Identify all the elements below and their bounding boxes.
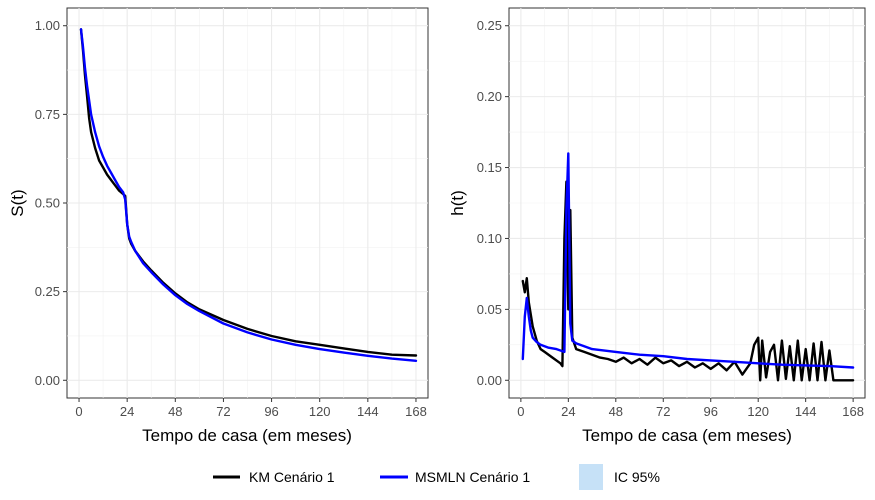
x-tick-label: 96 (264, 404, 278, 419)
legend-msmln-label: MSMLN Cenário 1 (415, 469, 530, 485)
x-tick-label: 120 (309, 404, 331, 419)
x-tick-label: 168 (405, 404, 427, 419)
survival-grid (67, 8, 428, 398)
survival-series (79, 28, 418, 362)
survival-panel: 0 24 48 72 96 120 144 168 0.000.250.500.751.00 … (8, 7, 429, 445)
legend-km-label: KM Cenário 1 (249, 469, 335, 485)
y-tick-label: 0.00 (35, 373, 60, 388)
legend-ic-swatch (579, 464, 603, 490)
legend: KM Cenário 1 MSMLN Cenário 1 IC 95% (213, 464, 660, 490)
survival-x-ticks: 0 24 48 72 96 120 144 168 (75, 398, 427, 419)
x-tick-label: 0 (75, 404, 82, 419)
hazard-series (521, 152, 855, 382)
x-tick-label: 96 (703, 404, 717, 419)
x-tick-label: 144 (795, 404, 817, 419)
x-tick-label: 72 (216, 404, 230, 419)
y-tick-label: 0.00 (477, 373, 502, 388)
x-tick-label: 24 (120, 404, 134, 419)
hazard-y-axis-title: h(t) (448, 190, 467, 216)
survival-series-msmln-line (79, 28, 418, 362)
hazard-x-axis-title: Tempo de casa (em meses) (582, 426, 792, 445)
y-tick-label: 0.15 (477, 160, 502, 175)
y-tick-label: 0.25 (477, 18, 502, 33)
hazard-series-km-line (521, 180, 855, 382)
survival-y-axis-title: S(t) (8, 189, 27, 216)
x-tick-label: 144 (357, 404, 379, 419)
x-tick-label: 72 (656, 404, 670, 419)
hazard-y-ticks: 0.00 0.05 0.10 0.15 0.20 0.25 (477, 18, 509, 388)
y-tick-label: 0.50 (35, 196, 60, 211)
legend-item-km: KM Cenário 1 (213, 469, 335, 485)
hazard-x-ticks: 0 24 48 72 96 120 144 168 (517, 398, 864, 419)
legend-ic-label: IC 95% (614, 469, 660, 485)
x-tick-label: 48 (609, 404, 623, 419)
hazard-series-msmln-line (521, 152, 855, 369)
y-tick-label: 0.20 (477, 89, 502, 104)
y-tick-label: 0.25 (35, 284, 60, 299)
x-tick-label: 120 (747, 404, 769, 419)
legend-item-msmln: MSMLN Cenário 1 (380, 469, 530, 485)
x-tick-label: 48 (168, 404, 182, 419)
y-tick-label: 0.05 (477, 302, 502, 317)
survival-x-axis-title: Tempo de casa (em meses) (142, 426, 352, 445)
x-tick-label: 0 (517, 404, 524, 419)
x-tick-label: 168 (842, 404, 864, 419)
y-tick-label: 1.00 (35, 18, 60, 33)
survival-y-ticks: 0.00 0.25 0.50 0.75 1.00 (35, 18, 67, 388)
hazard-panel: 0 24 48 72 96 120 144 168 0.000.050.100.150.200… (448, 7, 866, 445)
y-tick-label: 0.10 (477, 231, 502, 246)
y-tick-label: 0.75 (35, 107, 60, 122)
legend-item-ic: IC 95% (579, 464, 660, 490)
x-tick-label: 24 (561, 404, 575, 419)
